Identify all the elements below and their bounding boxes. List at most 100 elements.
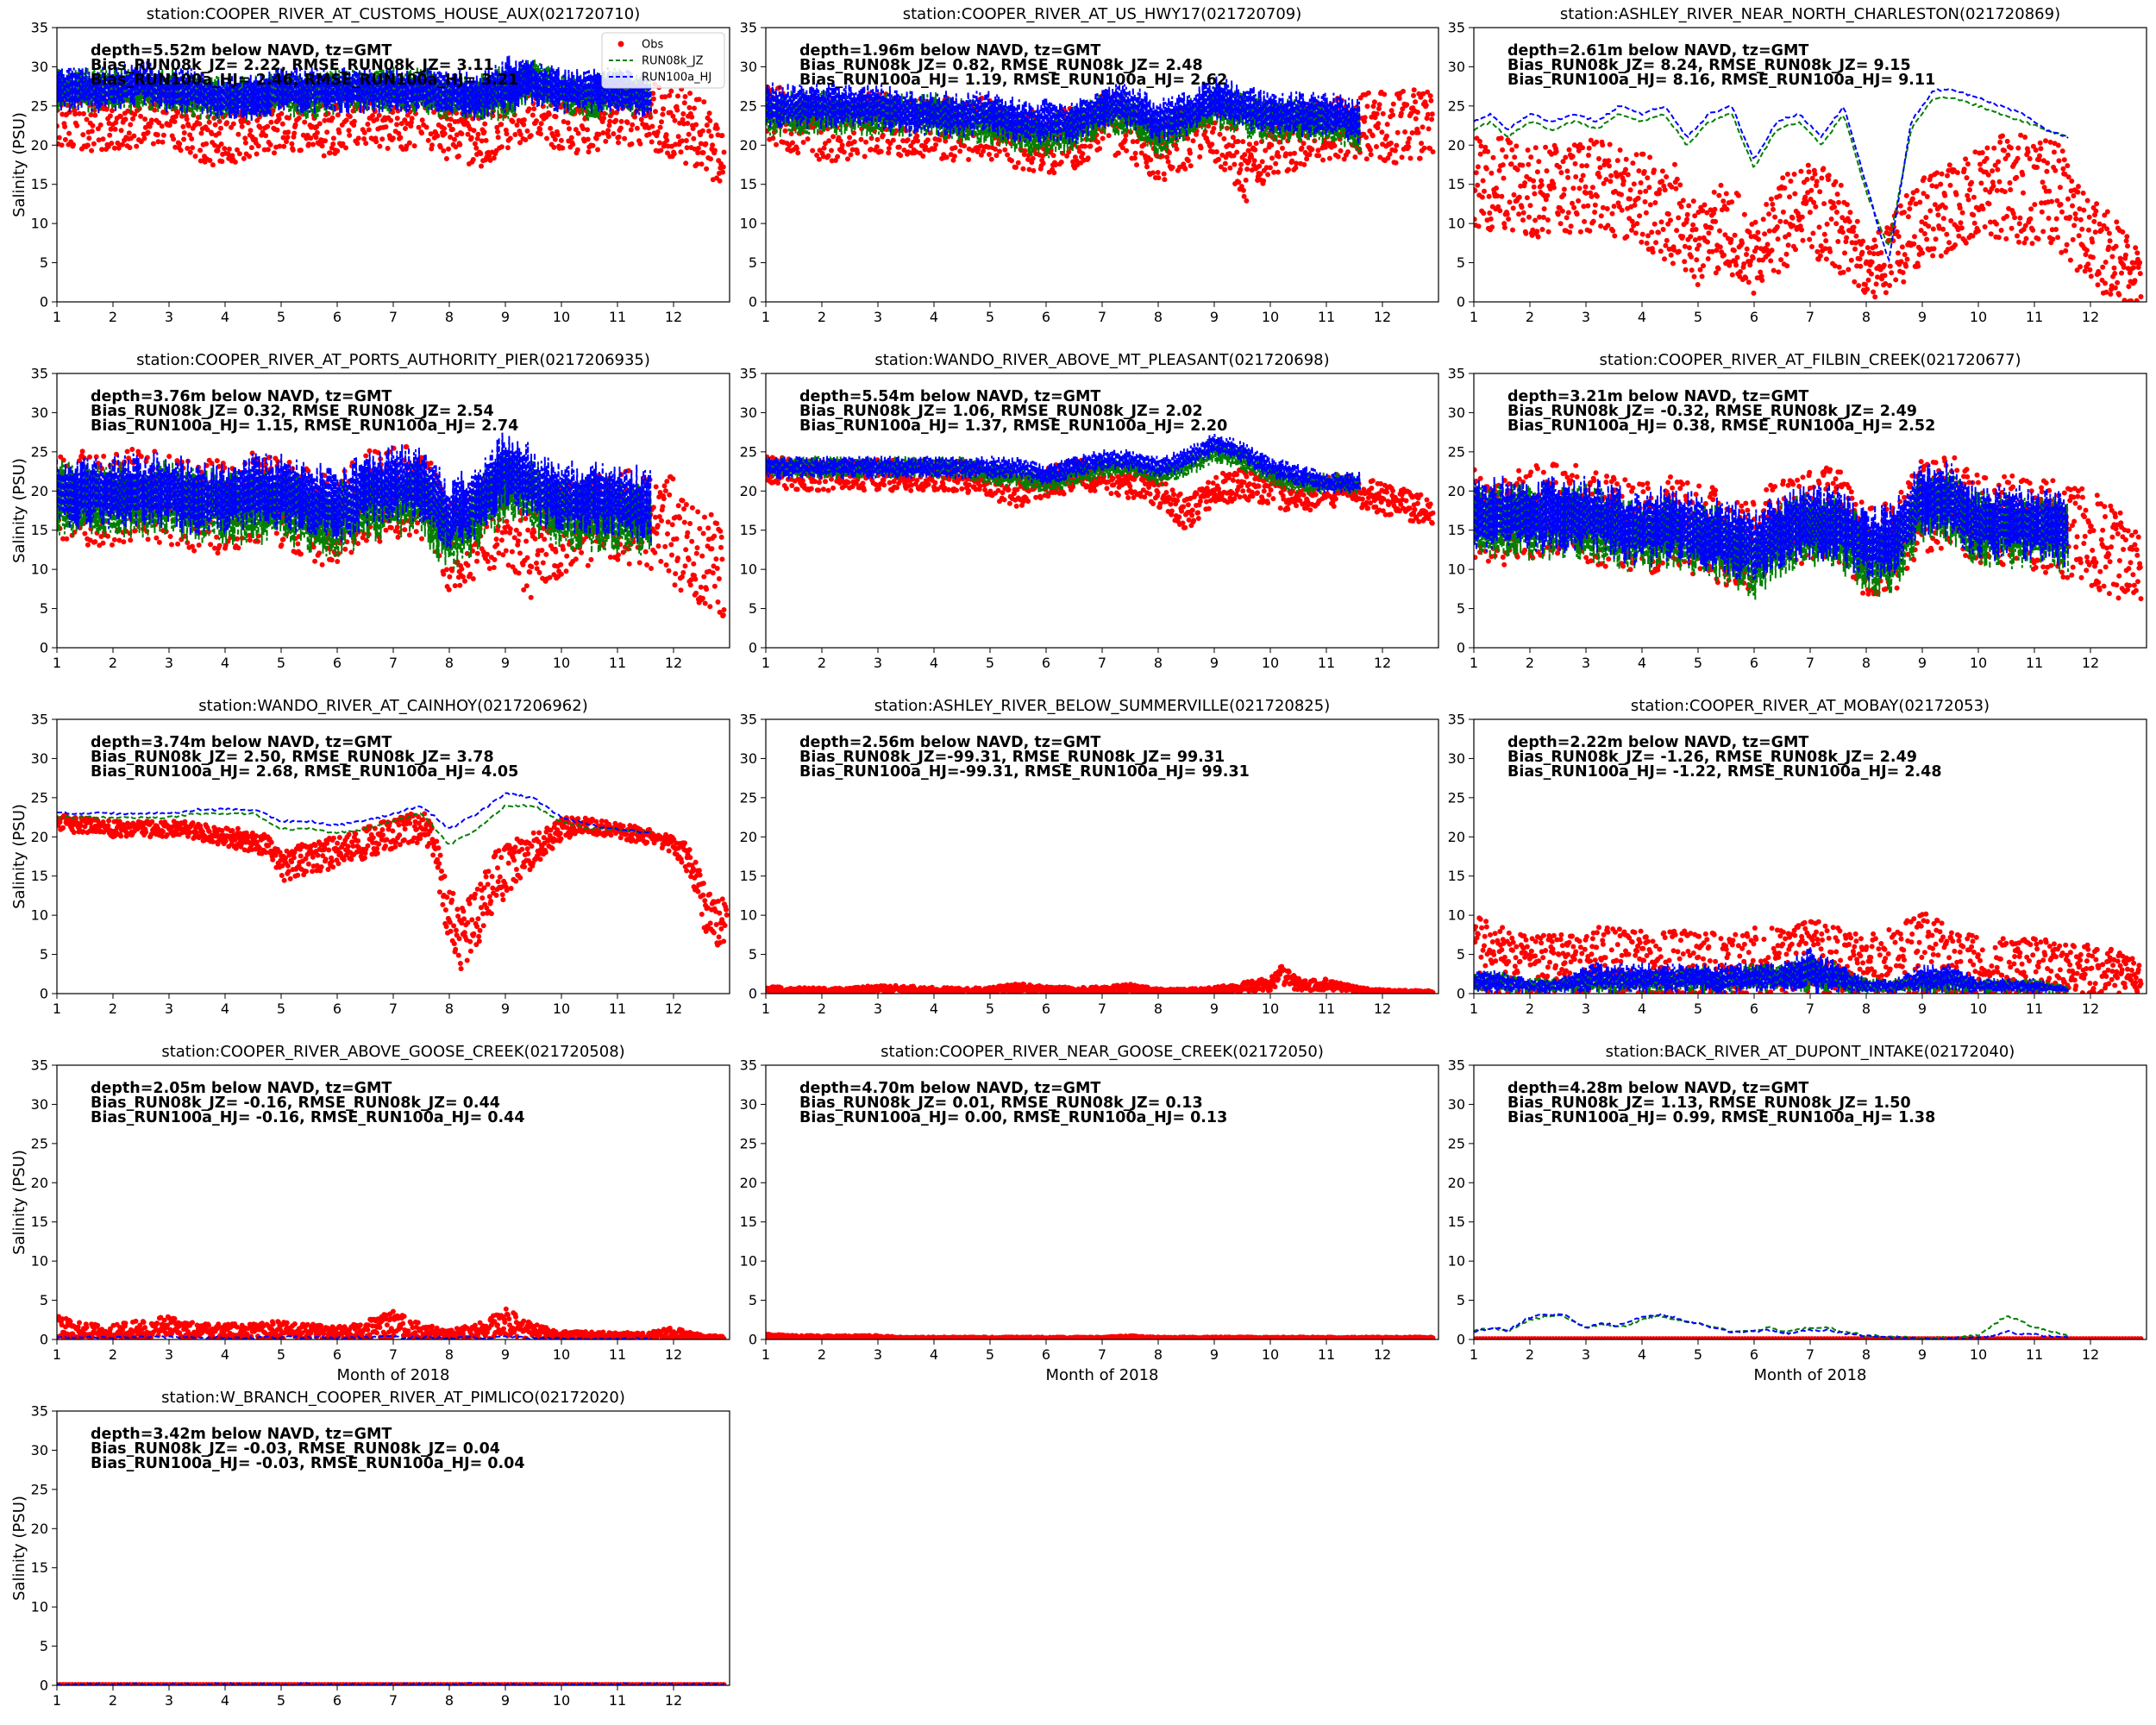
- obs-point: [1634, 221, 1640, 227]
- obs-point: [1352, 154, 1358, 160]
- obs-point: [376, 112, 382, 118]
- obs-point: [486, 566, 492, 572]
- obs-point: [534, 118, 539, 124]
- obs-point: [1609, 210, 1615, 216]
- obs-point: [509, 549, 515, 555]
- x-tick-label: 6: [333, 309, 342, 325]
- obs-point: [693, 122, 699, 128]
- obs-point: [686, 104, 693, 110]
- y-tick-label: 15: [740, 176, 757, 192]
- obs-point: [2051, 149, 2057, 155]
- obs-point: [1174, 146, 1180, 152]
- obs-point: [521, 117, 527, 122]
- obs-point: [954, 487, 959, 493]
- obs-point: [670, 476, 676, 482]
- obs-point: [1658, 219, 1664, 225]
- subplot-title: station:COOPER_RIVER_AT_PORTS_AUTHORITY_…: [136, 351, 650, 369]
- obs-point: [2134, 298, 2140, 302]
- obs-point: [150, 141, 156, 147]
- obs-point: [1619, 191, 1624, 198]
- obs-point: [1580, 172, 1586, 179]
- plot-area: [57, 55, 727, 184]
- obs-point: [1965, 197, 1971, 203]
- obs-point: [1905, 214, 1911, 220]
- obs-point: [335, 148, 341, 154]
- obs-point: [1969, 179, 1975, 185]
- obs-point: [1598, 223, 1604, 229]
- obs-point: [1531, 178, 1536, 184]
- obs-point: [232, 159, 238, 165]
- y-tick-label: 20: [1448, 137, 1465, 154]
- obs-point: [1162, 177, 1168, 183]
- obs-point: [500, 552, 506, 558]
- obs-point: [1590, 218, 1596, 224]
- obs-point: [1717, 244, 1723, 250]
- obs-point: [172, 114, 179, 119]
- obs-point: [2059, 209, 2065, 215]
- obs-point: [905, 137, 911, 143]
- obs-point: [603, 138, 609, 144]
- obs-point: [517, 550, 523, 556]
- obs-point: [663, 132, 669, 138]
- obs-point: [2134, 250, 2140, 256]
- obs-point: [167, 534, 173, 539]
- obs-point: [154, 535, 160, 541]
- obs-point: [437, 144, 443, 150]
- obs-point: [2124, 234, 2130, 240]
- obs-point: [715, 599, 721, 605]
- obs-point: [209, 131, 215, 136]
- obs-point: [855, 150, 861, 156]
- obs-point: [239, 123, 245, 129]
- obs-point: [1030, 155, 1036, 161]
- obs-point: [156, 120, 162, 126]
- obs-point: [1571, 204, 1577, 210]
- obs-point: [805, 136, 811, 142]
- obs-point: [1629, 218, 1635, 224]
- obs-point: [247, 154, 253, 160]
- obs-point: [816, 480, 822, 486]
- obs-point: [255, 143, 261, 149]
- obs-point: [2082, 268, 2088, 274]
- obs-point: [2094, 201, 2100, 207]
- obs-point: [1821, 231, 1827, 237]
- obs-point: [159, 123, 165, 129]
- obs-point: [74, 122, 80, 129]
- obs-point: [1480, 178, 1486, 184]
- obs-point: [1534, 229, 1540, 235]
- obs-point: [1543, 144, 1549, 150]
- subplot-title: station:COOPER_RIVER_AT_US_HWY17(0217207…: [903, 5, 1302, 23]
- obs-point: [413, 529, 419, 535]
- x-tick-label: 9: [501, 655, 510, 671]
- obs-point: [2000, 133, 2005, 139]
- y-tick-label: 5: [1457, 254, 1465, 271]
- obs-point: [699, 128, 705, 134]
- y-tick-label: 15: [1448, 176, 1465, 192]
- obs-point: [2071, 223, 2078, 229]
- obs-point: [107, 132, 113, 138]
- obs-point: [1600, 142, 1606, 148]
- obs-point: [1608, 172, 1614, 179]
- obs-point: [1567, 229, 1573, 235]
- stats-line-3: Bias_RUN100a_HJ= 1.19, RMSE_RUN100a_HJ= …: [799, 72, 1227, 89]
- obs-point: [1971, 194, 1977, 200]
- obs-point: [1939, 171, 1945, 177]
- obs-point: [2015, 155, 2021, 161]
- obs-point: [1677, 182, 1683, 188]
- obs-point: [1561, 186, 1567, 192]
- obs-point: [296, 115, 302, 121]
- obs-point: [404, 143, 410, 149]
- obs-point: [1764, 202, 1770, 207]
- obs-point: [2122, 252, 2128, 258]
- obs-point: [1956, 233, 1962, 239]
- obs-point: [1429, 116, 1435, 122]
- obs-point: [697, 525, 703, 531]
- obs-point: [90, 122, 96, 129]
- obs-point: [1824, 221, 1830, 227]
- obs-point: [385, 146, 391, 151]
- obs-point: [1684, 211, 1690, 217]
- obs-point: [1182, 166, 1188, 172]
- obs-point: [1860, 238, 1866, 244]
- obs-point: [2021, 190, 2026, 196]
- obs-point: [1817, 253, 1823, 259]
- obs-point: [830, 134, 837, 140]
